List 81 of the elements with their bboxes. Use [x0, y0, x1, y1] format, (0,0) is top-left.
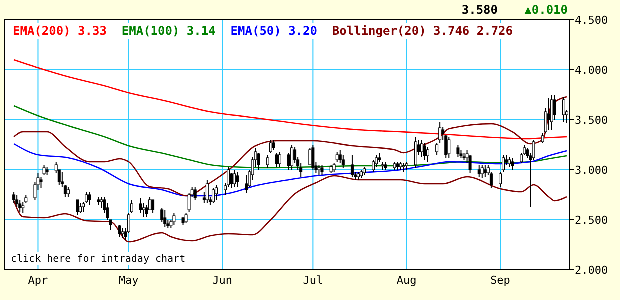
candlestick	[278, 152, 282, 168]
x-tick-label: Jul	[303, 274, 324, 287]
candlestick	[499, 172, 502, 188]
line-series	[13, 143, 568, 197]
candlestick	[236, 172, 240, 188]
candlestick	[508, 156, 512, 168]
y-tick-label: 2.500	[575, 214, 608, 227]
candlestick	[336, 152, 339, 162]
series-label: EMA(200) 3.33	[13, 24, 107, 38]
text: EMA(50) 3.20	[230, 24, 318, 38]
candlestick	[275, 152, 278, 168]
candlestick	[320, 164, 324, 176]
candlestick	[562, 96, 566, 122]
candlestick	[100, 196, 104, 208]
candlestick	[88, 192, 92, 206]
line-series	[13, 105, 568, 169]
candlestick	[318, 164, 321, 176]
candlestick	[553, 94, 556, 120]
candlestick	[212, 188, 215, 204]
candlestick	[350, 154, 354, 178]
candlestick	[438, 122, 442, 144]
candlestick	[480, 164, 484, 178]
candlestick	[152, 200, 155, 214]
candlestick	[414, 136, 418, 168]
text: ▲0.010	[524, 3, 568, 17]
candlestick	[66, 186, 70, 198]
line-series	[13, 175, 568, 243]
candlestick	[79, 202, 82, 214]
candlestick	[139, 198, 142, 214]
text: EMA(100) 3.14	[122, 24, 216, 38]
candlestick	[308, 148, 312, 166]
candlestick	[172, 212, 176, 226]
candlestick	[214, 184, 218, 200]
x-tick-label: May	[118, 274, 140, 287]
candlestick	[420, 140, 424, 158]
candlestick	[423, 142, 426, 160]
line-series	[13, 96, 568, 197]
candlestick	[121, 228, 124, 238]
y-tick-label: 4.500	[575, 14, 608, 27]
candlestick	[194, 186, 197, 200]
text: Bollinger(20) 3.746 2.726	[332, 24, 514, 38]
y-tick-label: 3.500	[575, 114, 608, 127]
x-tick-label: Jun	[212, 274, 232, 287]
x-tick-label: Apr	[28, 274, 49, 287]
candlestick	[547, 98, 550, 130]
candlestick	[266, 154, 270, 168]
candlestick	[184, 212, 188, 224]
candlestick	[22, 202, 25, 214]
y-tick-label: 3.000	[575, 164, 608, 177]
candlestick	[436, 142, 439, 156]
candlestick	[478, 164, 481, 178]
candlestick	[12, 192, 16, 204]
y-tick-label: 2.000	[575, 264, 608, 277]
x-tick-label: Aug	[396, 274, 417, 287]
candlestick	[164, 210, 167, 228]
candlestick	[233, 170, 236, 188]
candlestick	[142, 202, 146, 218]
line-series	[13, 59, 568, 140]
candlestick	[272, 140, 276, 150]
candlestick	[206, 180, 209, 204]
candlestick	[541, 132, 544, 144]
x-tick-label: Sep	[490, 274, 510, 287]
candlestick	[118, 224, 122, 238]
candlestick	[502, 154, 506, 172]
candlestick	[484, 164, 487, 178]
candlestick	[312, 144, 315, 170]
candlestick	[511, 158, 514, 170]
candlestick	[76, 200, 80, 216]
candlestick	[40, 176, 43, 188]
candlestick	[448, 136, 451, 158]
text: 3.580	[462, 3, 498, 17]
candlestick	[290, 144, 294, 170]
candlestick	[42, 164, 46, 176]
candlestick	[130, 200, 134, 214]
candlestick	[426, 146, 430, 162]
candlestick	[269, 140, 272, 154]
y-tick-label: 4.000	[575, 64, 608, 77]
candlestick	[550, 94, 554, 130]
candlestick	[230, 172, 234, 188]
annotation: click here for intraday chart	[11, 254, 186, 265]
candlestick	[456, 144, 460, 158]
